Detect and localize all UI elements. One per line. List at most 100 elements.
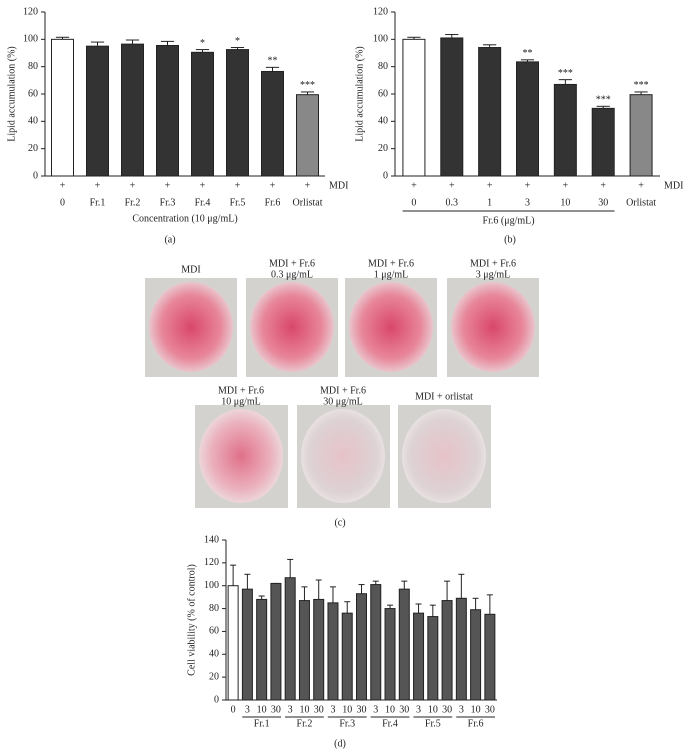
bar bbox=[441, 600, 453, 701]
x-tick-label: 30 bbox=[357, 704, 367, 715]
photo-well bbox=[402, 409, 486, 503]
x-tick-label: 0.3 bbox=[446, 197, 459, 208]
x-tick-label: 3 bbox=[416, 704, 421, 715]
bar bbox=[226, 49, 249, 177]
bar bbox=[270, 582, 282, 701]
y-tick-label: 20 bbox=[28, 143, 38, 154]
x-tick-label: Orlistat bbox=[293, 197, 323, 208]
bar bbox=[427, 616, 439, 701]
bar bbox=[484, 613, 496, 701]
panel-label: (a) bbox=[164, 234, 175, 245]
photo-panel bbox=[145, 278, 539, 508]
treatment-mark: + bbox=[600, 180, 606, 191]
significance-label: *** bbox=[300, 80, 315, 91]
x-axis-label: Concentration (10 μg/mL) bbox=[132, 213, 237, 224]
bar bbox=[440, 37, 464, 177]
x-tick-label: 0 bbox=[60, 197, 65, 208]
x-tick-label: 3 bbox=[525, 197, 530, 208]
bar bbox=[455, 597, 467, 701]
group-label: Fr.6 bbox=[468, 718, 484, 729]
treatment-mark: + bbox=[60, 180, 66, 191]
bar bbox=[370, 584, 382, 701]
y-tick-label: 120 bbox=[204, 557, 219, 568]
bar bbox=[591, 107, 615, 177]
x-tick-label: 30 bbox=[485, 704, 495, 715]
bar bbox=[313, 598, 325, 701]
panel-label: (c) bbox=[334, 517, 345, 528]
x-tick-label: 10 bbox=[560, 197, 570, 208]
bar bbox=[413, 612, 425, 701]
group-label: Fr.4 bbox=[382, 718, 398, 729]
y-tick-label: 100 bbox=[204, 580, 219, 591]
photo-caption: 10 μg/mL bbox=[221, 396, 261, 407]
x-tick-label: Fr.4 bbox=[195, 197, 211, 208]
y-axis-label: Cell viability (% of control) bbox=[186, 564, 197, 676]
bar bbox=[256, 598, 268, 701]
bar bbox=[398, 588, 410, 701]
y-tick-label: 100 bbox=[373, 34, 388, 45]
photo-caption: MDI + orlistat bbox=[415, 391, 473, 402]
bar bbox=[629, 94, 653, 177]
bar bbox=[261, 70, 284, 177]
y-tick-label: 140 bbox=[204, 534, 219, 545]
y-tick-label: 0 bbox=[214, 694, 219, 705]
treatment-mark: + bbox=[525, 180, 531, 191]
photo-caption: 1 μg/mL bbox=[374, 269, 409, 280]
treatment-mark: + bbox=[638, 180, 644, 191]
photo-well bbox=[301, 409, 385, 503]
significance-label: ** bbox=[268, 56, 278, 67]
photo-caption: MDI + Fr.6 bbox=[269, 258, 315, 269]
significance-label: * bbox=[235, 36, 240, 47]
photo-well bbox=[451, 282, 535, 372]
x-tick-label: 3 bbox=[373, 704, 378, 715]
x-tick-label: 1 bbox=[487, 197, 492, 208]
treatment-mark: + bbox=[449, 180, 455, 191]
significance-label: *** bbox=[558, 68, 573, 79]
x-tick-label: 3 bbox=[245, 704, 250, 715]
bar bbox=[298, 600, 310, 701]
bar bbox=[327, 602, 339, 701]
treatment-mark: + bbox=[200, 180, 206, 191]
significance-label: *** bbox=[634, 80, 649, 91]
treatment-mark: + bbox=[165, 180, 171, 191]
bar bbox=[227, 585, 239, 701]
bar bbox=[121, 43, 144, 177]
y-tick-label: 80 bbox=[28, 61, 38, 72]
group-label: Fr.3 bbox=[339, 718, 355, 729]
y-tick-label: 80 bbox=[378, 61, 388, 72]
x-tick-label: 10 bbox=[342, 704, 352, 715]
x-tick-label: 30 bbox=[314, 704, 324, 715]
y-tick-label: 80 bbox=[209, 603, 219, 614]
x-tick-label: Fr.2 bbox=[125, 197, 141, 208]
treatment-label: MDI bbox=[329, 180, 348, 191]
bar bbox=[384, 608, 396, 701]
x-tick-label: 10 bbox=[428, 704, 438, 715]
y-tick-label: 0 bbox=[383, 170, 388, 181]
bar bbox=[356, 593, 367, 701]
y-tick-label: 40 bbox=[378, 116, 388, 127]
significance-label: *** bbox=[596, 95, 611, 106]
bar bbox=[191, 51, 214, 177]
bar bbox=[478, 47, 502, 177]
y-axis-label: Lipid accumulation (%) bbox=[6, 46, 17, 142]
photo-caption: MDI + Fr.6 bbox=[320, 385, 366, 396]
x-tick-label: 0 bbox=[231, 704, 236, 715]
photo-well bbox=[250, 282, 334, 372]
photo-caption: MDI + Fr.6 bbox=[470, 258, 516, 269]
y-tick-label: 60 bbox=[378, 88, 388, 99]
y-tick-label: 120 bbox=[23, 6, 38, 17]
photo-caption: 3 μg/mL bbox=[476, 269, 511, 280]
bar bbox=[470, 609, 482, 701]
y-tick-label: 60 bbox=[28, 88, 38, 99]
x-tick-label: 10 bbox=[257, 704, 267, 715]
x-tick-label: 30 bbox=[598, 197, 608, 208]
bar bbox=[341, 612, 353, 701]
x-tick-label: 10 bbox=[471, 704, 481, 715]
panel-label: (b) bbox=[504, 234, 516, 245]
y-axis-label: Lipid accumulation (%) bbox=[354, 46, 365, 142]
bar bbox=[516, 61, 539, 177]
treatment-mark: + bbox=[305, 180, 311, 191]
y-tick-label: 20 bbox=[378, 143, 388, 154]
x-tick-label: 3 bbox=[288, 704, 293, 715]
